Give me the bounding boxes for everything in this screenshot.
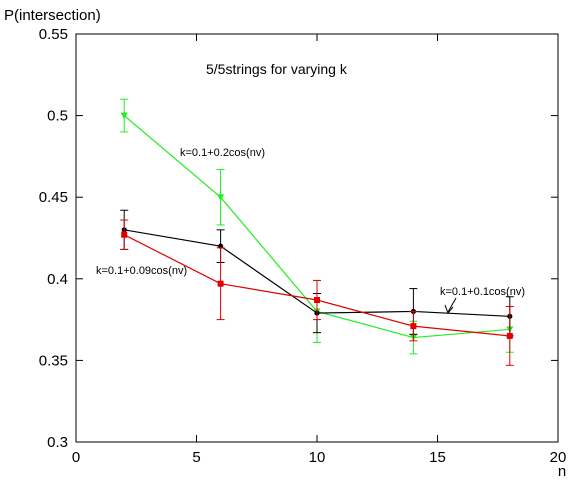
data-point — [217, 280, 224, 287]
x-tick-label: 5 — [192, 449, 200, 466]
x-tick-label: 0 — [72, 449, 80, 466]
series-square — [120, 219, 514, 366]
data-point — [410, 323, 417, 330]
data-point — [314, 297, 320, 304]
y-axis-title: P(intersection) — [4, 7, 101, 24]
data-point — [120, 112, 128, 120]
data-point — [217, 194, 225, 201]
annotation-k-0-2: k=0.1+0.2cos(nv) — [180, 147, 265, 159]
x-axis-title: n — [558, 463, 566, 480]
data-point — [121, 231, 128, 238]
series-layer — [120, 98, 514, 366]
y-tick-label: 0.4 — [47, 271, 68, 288]
y-tick-label: 0.45 — [39, 189, 68, 206]
x-tick-label: 20 — [550, 449, 567, 466]
chart-title: 5/5strings for varying k — [206, 61, 348, 77]
axis-ticks — [75, 33, 559, 443]
annotation-k-0-1: k=0.1+0.1cos(nv) — [440, 286, 525, 298]
x-tick-label: 10 — [309, 449, 326, 466]
x-tick-labels: 0 5 10 15 20 — [72, 449, 567, 466]
y-tick-label: 0.55 — [39, 26, 68, 43]
y-tick-label: 0.5 — [47, 108, 68, 125]
annotation-k-0-09: k=0.1+0.09cos(nv) — [96, 265, 187, 277]
y-tick-label: 0.3 — [47, 434, 68, 451]
plot-frame — [75, 33, 559, 443]
y-tick-labels: 0.3 0.35 0.4 0.45 0.5 0.55 — [39, 26, 68, 451]
annotation-arrow — [444, 297, 457, 314]
x-tick-label: 15 — [429, 449, 446, 466]
data-point — [506, 332, 513, 339]
y-tick-label: 0.35 — [39, 352, 68, 369]
